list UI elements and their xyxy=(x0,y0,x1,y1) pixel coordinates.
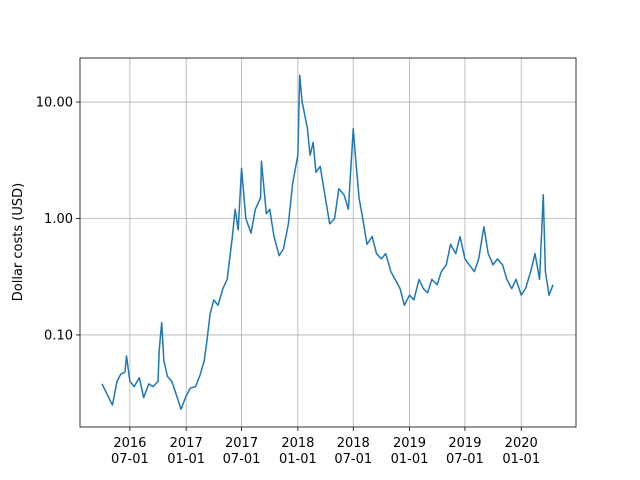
x-tick-label-line: 01-01 xyxy=(279,452,317,467)
x-tick-label-line: 2017 xyxy=(225,436,258,451)
x-tick-label: 2018 07-01 xyxy=(334,436,372,467)
x-tick-label-line: 07-01 xyxy=(223,452,261,467)
x-tick-label: 2018 01-01 xyxy=(279,436,317,467)
y-axis-label: Dollar costs (USD) xyxy=(11,183,26,301)
x-tick-label: 2017 07-01 xyxy=(223,436,261,467)
y-tick-label: 1.00 xyxy=(44,212,73,227)
x-tick-label-line: 07-01 xyxy=(446,452,484,467)
x-tick-label-line: 2018 xyxy=(337,436,370,451)
x-tick-label: 2016 07-01 xyxy=(111,436,149,467)
x-tick-label-line: 01-01 xyxy=(502,452,540,467)
x-tick-label-line: 2020 xyxy=(505,436,538,451)
x-tick-label: 2019 01-01 xyxy=(391,436,429,467)
x-tick-label-line: 2019 xyxy=(448,436,481,451)
x-tick-label: 2020 01-01 xyxy=(502,436,540,467)
x-tick-label-line: 2016 xyxy=(113,436,146,451)
axes-frame xyxy=(79,57,577,428)
y-tick-label: 0.10 xyxy=(44,328,73,343)
y-tick-label: 10.00 xyxy=(36,96,73,111)
x-tick-label-line: 2019 xyxy=(393,436,426,451)
x-tick-label-line: 2018 xyxy=(281,436,314,451)
x-tick-label-line: 2017 xyxy=(170,436,203,451)
x-tick-label: 2017 01-01 xyxy=(167,436,205,467)
x-tick-label-line: 07-01 xyxy=(111,452,149,467)
x-tick-label-line: 01-01 xyxy=(391,452,429,467)
x-tick-label-line: 01-01 xyxy=(167,452,205,467)
x-tick-label-line: 07-01 xyxy=(334,452,372,467)
data-line xyxy=(101,74,554,411)
x-tick-label: 2019 07-01 xyxy=(446,436,484,467)
